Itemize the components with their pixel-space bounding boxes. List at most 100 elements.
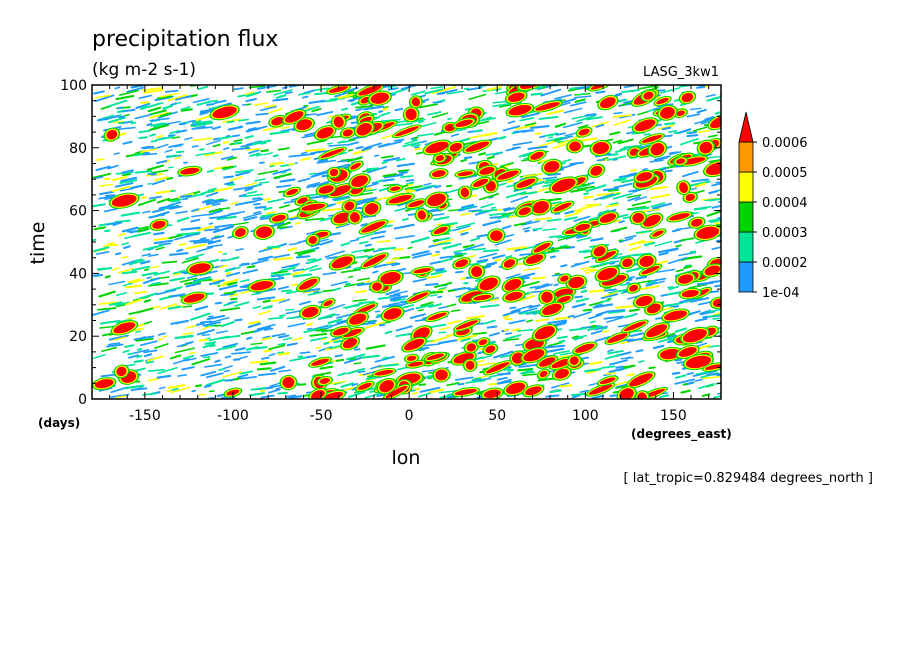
field-streak	[232, 352, 250, 354]
field-streak	[419, 310, 424, 311]
field-streak	[601, 300, 609, 301]
field-streak	[116, 253, 120, 254]
field-streak	[509, 320, 524, 323]
field-streak	[404, 305, 414, 307]
field-streak	[569, 315, 574, 316]
field-streak	[259, 257, 272, 260]
field-streak	[657, 269, 675, 272]
field-streak	[307, 324, 312, 326]
field-streak	[288, 323, 304, 326]
field-streak	[575, 263, 583, 264]
field-streak	[431, 87, 443, 89]
colorbar-label: 0.0005	[762, 166, 808, 181]
field-streak	[262, 150, 268, 151]
field-streak	[94, 275, 102, 276]
field-streak	[504, 316, 508, 317]
field-streak	[717, 239, 730, 242]
field-streak	[419, 384, 425, 385]
field-streak	[669, 258, 687, 264]
field-streak	[331, 282, 347, 286]
field-streak	[223, 372, 242, 377]
field-streak	[349, 150, 352, 151]
field-streak	[251, 361, 267, 363]
field-streak	[328, 143, 332, 144]
field-streak	[629, 247, 640, 250]
field-streak	[92, 240, 95, 241]
field-streak	[356, 291, 366, 292]
field-streak	[266, 109, 281, 114]
field-streak	[638, 112, 648, 115]
field-streak	[225, 380, 233, 381]
field-streak	[360, 242, 368, 244]
field-streak	[128, 354, 132, 355]
field-streak	[286, 309, 294, 310]
field-streak	[561, 100, 565, 101]
field-streak	[687, 135, 697, 136]
field-streak	[525, 231, 529, 232]
field-streak	[215, 188, 232, 191]
field-streak	[625, 315, 634, 317]
field-streak	[506, 256, 512, 257]
field-streak	[247, 122, 260, 124]
field-streak	[175, 348, 194, 352]
field-streak	[145, 300, 151, 302]
field-streak	[135, 115, 151, 119]
field-streak	[294, 274, 311, 276]
field-streak	[234, 88, 242, 89]
field-streak	[564, 108, 581, 112]
field-streak	[279, 336, 289, 338]
field-streak	[457, 129, 465, 131]
field-streak	[259, 373, 276, 375]
field-streak	[676, 329, 686, 332]
field-streak	[269, 354, 275, 356]
field-streak	[610, 132, 619, 134]
field-streak	[668, 287, 672, 288]
field-streak	[602, 328, 606, 329]
field-streak	[284, 338, 292, 340]
field-streak	[135, 361, 143, 362]
field-streak	[266, 212, 275, 214]
field-streak	[329, 116, 333, 117]
field-streak	[196, 385, 201, 386]
field-streak	[308, 259, 315, 260]
field-streak	[224, 176, 233, 177]
field-streak	[248, 192, 257, 194]
field-streak	[413, 279, 426, 281]
field-streak	[141, 149, 157, 152]
field-streak	[240, 377, 256, 379]
field-streak	[487, 263, 496, 265]
field-streak	[481, 305, 499, 307]
field-streak	[235, 302, 248, 306]
field-streak	[555, 274, 559, 275]
field-streak	[248, 266, 255, 267]
field-streak	[214, 139, 219, 140]
field-streak	[564, 123, 582, 128]
field-streak	[383, 358, 387, 359]
field-streak	[412, 238, 429, 243]
field-streak	[102, 348, 117, 352]
field-streak	[454, 249, 473, 252]
field-streak	[149, 255, 158, 257]
field-streak	[469, 95, 485, 100]
field-streak	[390, 295, 399, 296]
field-streak	[125, 345, 133, 347]
field-streak	[301, 158, 310, 160]
field-streak	[265, 199, 270, 200]
field-streak	[660, 253, 668, 255]
field-streak	[687, 256, 701, 258]
field-streak	[154, 238, 170, 240]
field-streak	[170, 253, 187, 255]
field-streak	[200, 340, 208, 341]
field-streak	[420, 104, 438, 107]
field-streak	[537, 319, 549, 320]
field-streak	[505, 166, 508, 167]
field-streak	[186, 342, 193, 344]
footnote: [ lat_tropic=0.829484 degrees_north ]	[624, 471, 873, 486]
field-streak	[481, 204, 493, 208]
field-streak	[207, 293, 214, 294]
field-streak	[475, 357, 483, 359]
field-streak	[443, 245, 457, 249]
field-streak	[255, 179, 264, 181]
y-units-label: (days)	[38, 416, 80, 430]
field-streak	[363, 148, 371, 150]
